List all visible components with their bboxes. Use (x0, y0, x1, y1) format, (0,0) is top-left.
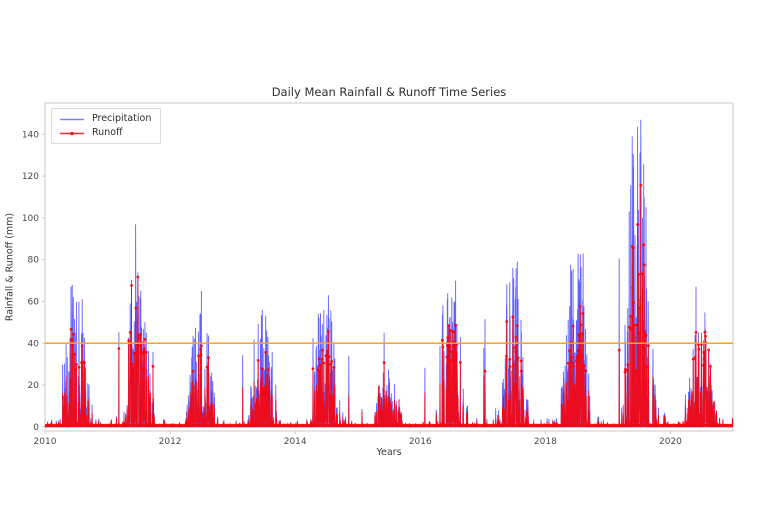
svg-text:2014: 2014 (284, 437, 307, 447)
legend-label-precipitation: Precipitation (92, 113, 152, 124)
svg-text:2012: 2012 (159, 437, 182, 447)
runoff-line-swatch (60, 131, 84, 135)
svg-text:140: 140 (22, 130, 39, 140)
svg-text:2018: 2018 (534, 437, 557, 447)
legend: Precipitation Runoff (51, 108, 162, 144)
svg-text:2020: 2020 (659, 437, 682, 447)
svg-text:120: 120 (22, 172, 39, 182)
precipitation-line-swatch (60, 118, 84, 120)
svg-text:2016: 2016 (409, 437, 432, 447)
svg-text:100: 100 (22, 214, 39, 224)
svg-text:40: 40 (28, 339, 40, 349)
legend-item-precipitation: Precipitation (59, 113, 151, 125)
svg-text:60: 60 (28, 297, 40, 307)
svg-text:2010: 2010 (34, 437, 57, 447)
svg-text:80: 80 (28, 256, 40, 266)
svg-text:20: 20 (28, 381, 40, 391)
legend-label-runoff: Runoff (92, 127, 123, 138)
legend-item-runoff: Runoff (59, 127, 151, 139)
chart-title: Daily Mean Rainfall & Runoff Time Series (271, 85, 507, 99)
x-axis-label: Years (376, 447, 402, 458)
svg-text:0: 0 (33, 423, 39, 433)
